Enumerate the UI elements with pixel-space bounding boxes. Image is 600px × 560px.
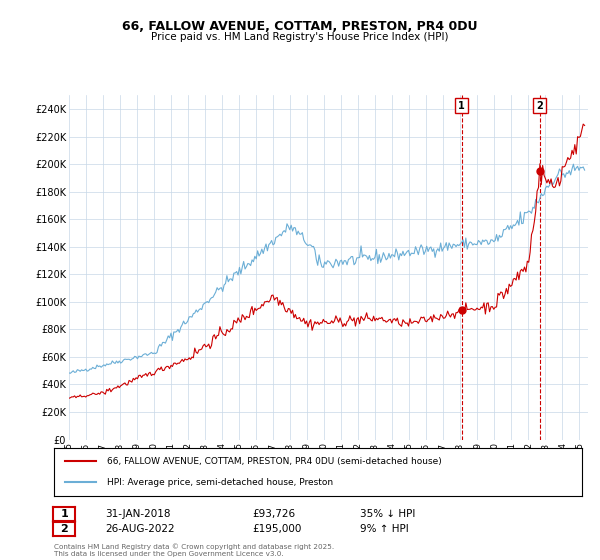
Text: £93,726: £93,726 [252, 509, 295, 519]
Text: HPI: Average price, semi-detached house, Preston: HPI: Average price, semi-detached house,… [107, 478, 333, 487]
Text: 31-JAN-2018: 31-JAN-2018 [105, 509, 170, 519]
Text: 2: 2 [536, 101, 543, 110]
Text: 9% ↑ HPI: 9% ↑ HPI [360, 524, 409, 534]
Text: £195,000: £195,000 [252, 524, 301, 534]
Text: 1: 1 [61, 509, 68, 519]
Text: 66, FALLOW AVENUE, COTTAM, PRESTON, PR4 0DU: 66, FALLOW AVENUE, COTTAM, PRESTON, PR4 … [122, 20, 478, 32]
Text: Contains HM Land Registry data © Crown copyright and database right 2025.
This d: Contains HM Land Registry data © Crown c… [54, 544, 334, 557]
Text: 2: 2 [61, 524, 68, 534]
Text: 1: 1 [458, 101, 465, 110]
Text: Price paid vs. HM Land Registry's House Price Index (HPI): Price paid vs. HM Land Registry's House … [151, 32, 449, 43]
Text: 66, FALLOW AVENUE, COTTAM, PRESTON, PR4 0DU (semi-detached house): 66, FALLOW AVENUE, COTTAM, PRESTON, PR4 … [107, 457, 442, 466]
Text: 26-AUG-2022: 26-AUG-2022 [105, 524, 175, 534]
Text: 35% ↓ HPI: 35% ↓ HPI [360, 509, 415, 519]
